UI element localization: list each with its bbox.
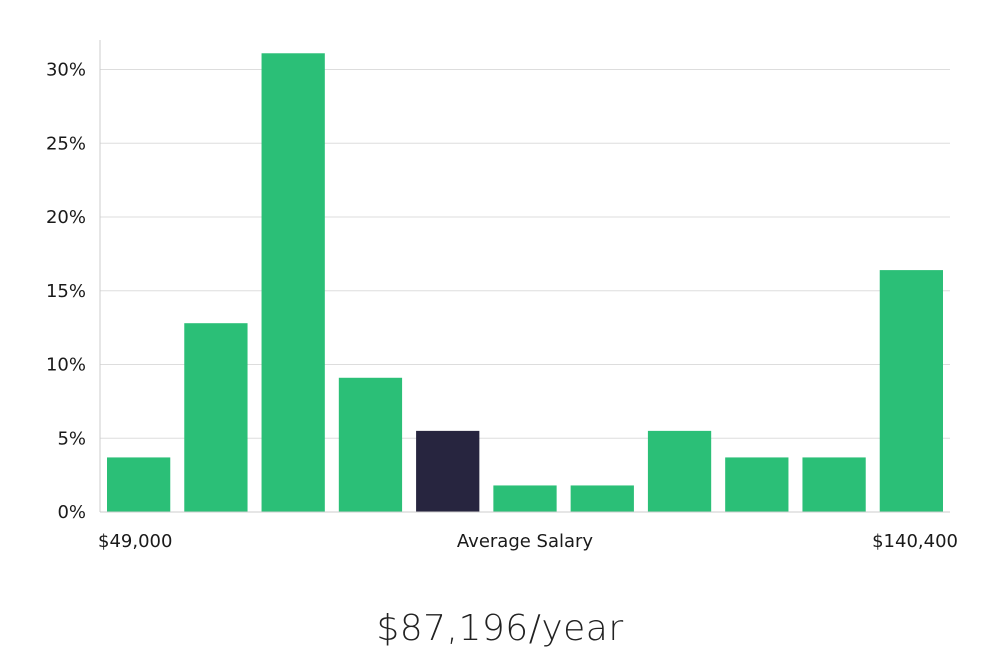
bar xyxy=(647,430,712,512)
bar xyxy=(107,457,171,512)
y-tick-label: 0% xyxy=(57,502,86,523)
y-tick-label: 10% xyxy=(46,355,86,376)
y-tick-label: 5% xyxy=(57,428,86,449)
bar xyxy=(570,485,634,512)
x-label-min: $49,000 xyxy=(98,531,172,552)
x-label-center: Average Salary xyxy=(457,531,594,552)
bar-highlight xyxy=(416,430,480,512)
bar xyxy=(338,377,403,512)
bar xyxy=(879,270,943,512)
y-tick-label: 15% xyxy=(46,281,86,302)
x-label-max: $140,400 xyxy=(872,531,958,552)
y-tick-label: 25% xyxy=(46,133,86,154)
y-tick-label: 30% xyxy=(46,60,86,81)
y-tick-labels: 0% 5% 10% 15% 20% 25% 30% xyxy=(46,60,86,524)
y-tick-label: 20% xyxy=(46,207,86,228)
bar xyxy=(802,457,866,512)
average-salary-value: $87,196/year xyxy=(376,608,624,649)
bars xyxy=(107,53,943,513)
bar xyxy=(725,457,789,512)
bar xyxy=(493,485,557,512)
bar xyxy=(184,323,248,512)
bar xyxy=(261,53,325,513)
salary-histogram-chart: 0% 5% 10% 15% 20% 25% 30% $49,000 Average Sala… xyxy=(46,40,958,552)
